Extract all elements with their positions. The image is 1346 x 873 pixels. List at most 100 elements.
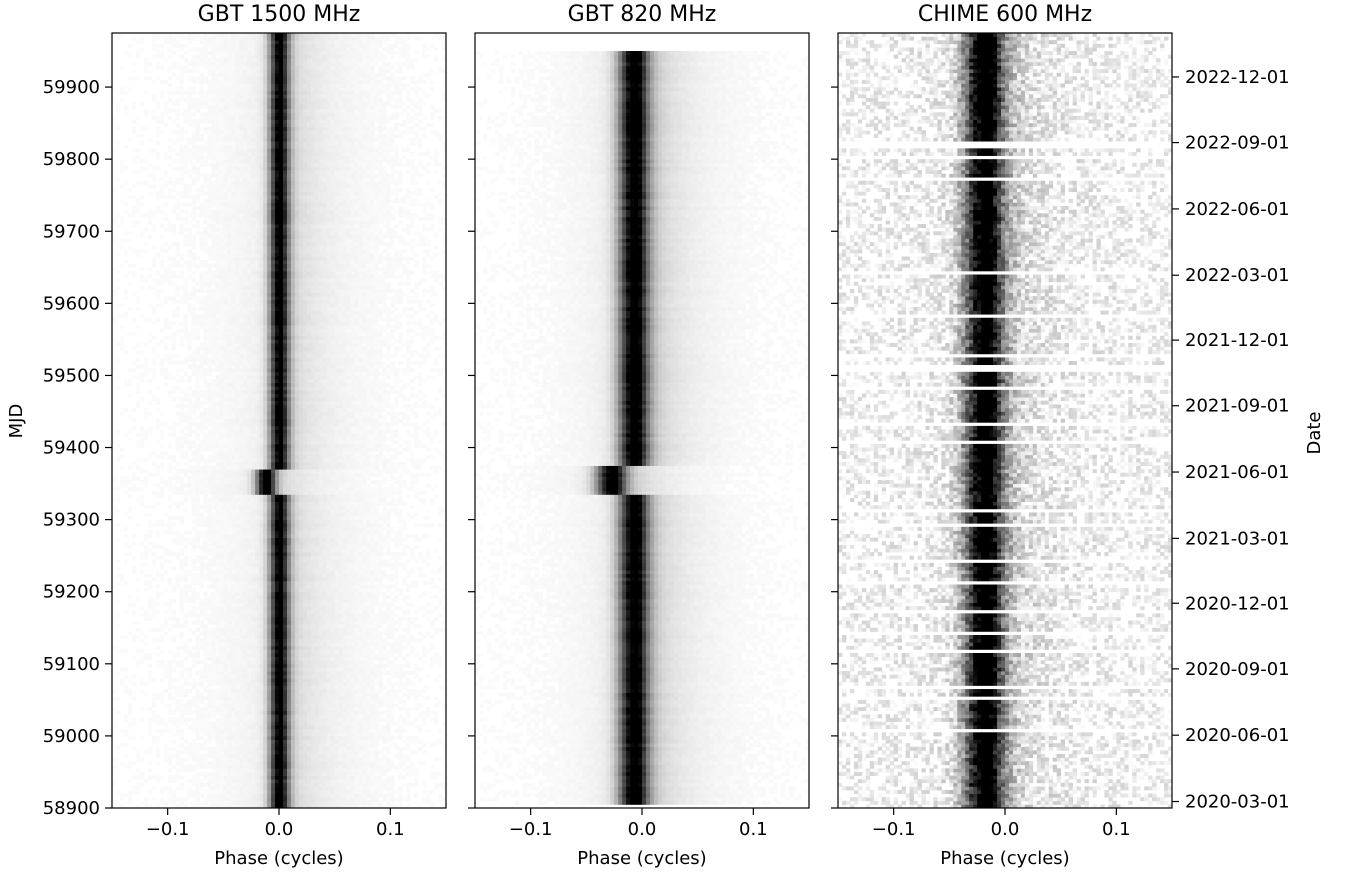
heatmap-cell [255, 743, 259, 747]
heatmap-cell [382, 772, 386, 776]
heatmap-cell [374, 703, 378, 707]
heatmap-cell [156, 729, 160, 733]
heatmap-cell [211, 776, 215, 780]
heatmap-cell [398, 707, 402, 711]
heatmap-cell [339, 740, 343, 744]
heatmap-cell [211, 761, 215, 765]
heatmap-cell [176, 732, 180, 736]
heatmap-cell [390, 718, 394, 722]
heatmap-cell [255, 732, 259, 736]
heatmap-cell [319, 761, 323, 765]
heatmap-cell [251, 707, 255, 711]
heatmap-cell [335, 718, 339, 722]
heatmap-cell [259, 685, 263, 689]
heatmap-cell [315, 725, 319, 729]
heatmap-cell [251, 682, 255, 686]
heatmap-cell [215, 794, 219, 798]
heatmap-cell [307, 768, 311, 772]
heatmap-cell [363, 783, 367, 787]
heatmap-cell [315, 801, 319, 805]
heatmap-cell [382, 718, 386, 722]
heatmap-cell [315, 696, 319, 700]
heatmap-cell [168, 703, 172, 707]
heatmap-cell [283, 693, 287, 697]
heatmap-cell [203, 761, 207, 765]
heatmap-cell [243, 758, 247, 762]
heatmap-cell [196, 783, 200, 787]
heatmap-cell [434, 776, 438, 780]
heatmap-cell [422, 685, 426, 689]
heatmap-cell [355, 768, 359, 772]
heatmap-cell [152, 703, 156, 707]
heatmap-cell [323, 794, 327, 798]
heatmap-cell [160, 790, 164, 794]
heatmap-cell [255, 786, 259, 790]
heatmap-cell [271, 758, 275, 762]
heatmap-cell [247, 729, 251, 733]
heatmap-cell [227, 714, 231, 718]
heatmap-cell [279, 729, 283, 733]
heatmap-cell [315, 786, 319, 790]
heatmap-cell [414, 689, 418, 693]
heatmap-cell [251, 743, 255, 747]
heatmap-cell [295, 765, 299, 769]
heatmap-cell [231, 689, 235, 693]
heatmap-cell [374, 693, 378, 697]
heatmap-cell [231, 754, 235, 758]
heatmap-cell [152, 711, 156, 715]
heatmap-cell [327, 693, 331, 697]
heatmap-cell [160, 797, 164, 801]
heatmap-cell [331, 772, 335, 776]
heatmap-cell [263, 779, 267, 783]
heatmap-cell [196, 729, 200, 733]
heatmap-cell [227, 740, 231, 744]
heatmap-cell [359, 790, 363, 794]
heatmap-cell [327, 714, 331, 718]
heatmap-cell [366, 685, 370, 689]
heatmap-cell [235, 707, 239, 711]
heatmap-cell [215, 703, 219, 707]
heatmap-cell [355, 693, 359, 697]
heatmap-cell [211, 765, 215, 769]
heatmap-cell [239, 714, 243, 718]
heatmap-cell [374, 754, 378, 758]
heatmap-cell [331, 718, 335, 722]
heatmap-cell [207, 711, 211, 715]
heatmap-cell [331, 765, 335, 769]
heatmap-cell [227, 761, 231, 765]
heatmap-cell [386, 693, 390, 697]
heatmap-cell [335, 765, 339, 769]
heatmap-cell [176, 797, 180, 801]
heatmap-cell [275, 743, 279, 747]
heatmap-cell [295, 797, 299, 801]
heatmap-cell [303, 765, 307, 769]
heatmap-cell [140, 783, 144, 787]
heatmap-cell [331, 714, 335, 718]
heatmap-cell [430, 772, 434, 776]
heatmap-cell [283, 786, 287, 790]
heatmap-cell [263, 797, 267, 801]
heatmap-cell [263, 707, 267, 711]
heatmap-cell [255, 801, 259, 805]
heatmap-cell [211, 790, 215, 794]
heatmap-cell [355, 765, 359, 769]
heatmap-cell [295, 682, 299, 686]
heatmap-cell [291, 758, 295, 762]
heatmap-cell [374, 797, 378, 801]
heatmap-cell [410, 693, 414, 697]
heatmap-cell [402, 718, 406, 722]
heatmap-cell [271, 689, 275, 693]
heatmap-cell [247, 696, 251, 700]
heatmap-cell [323, 707, 327, 711]
heatmap-cell [235, 743, 239, 747]
heatmap-cell [188, 743, 192, 747]
heatmap-cell [227, 747, 231, 751]
heatmap-cell [327, 718, 331, 722]
heatmap-cell [402, 776, 406, 780]
heatmap-cell [128, 765, 132, 769]
heatmap-cell [382, 703, 386, 707]
heatmap-cell [363, 779, 367, 783]
heatmap-cell [275, 794, 279, 798]
heatmap-cell [311, 696, 315, 700]
heatmap-cell [267, 685, 271, 689]
